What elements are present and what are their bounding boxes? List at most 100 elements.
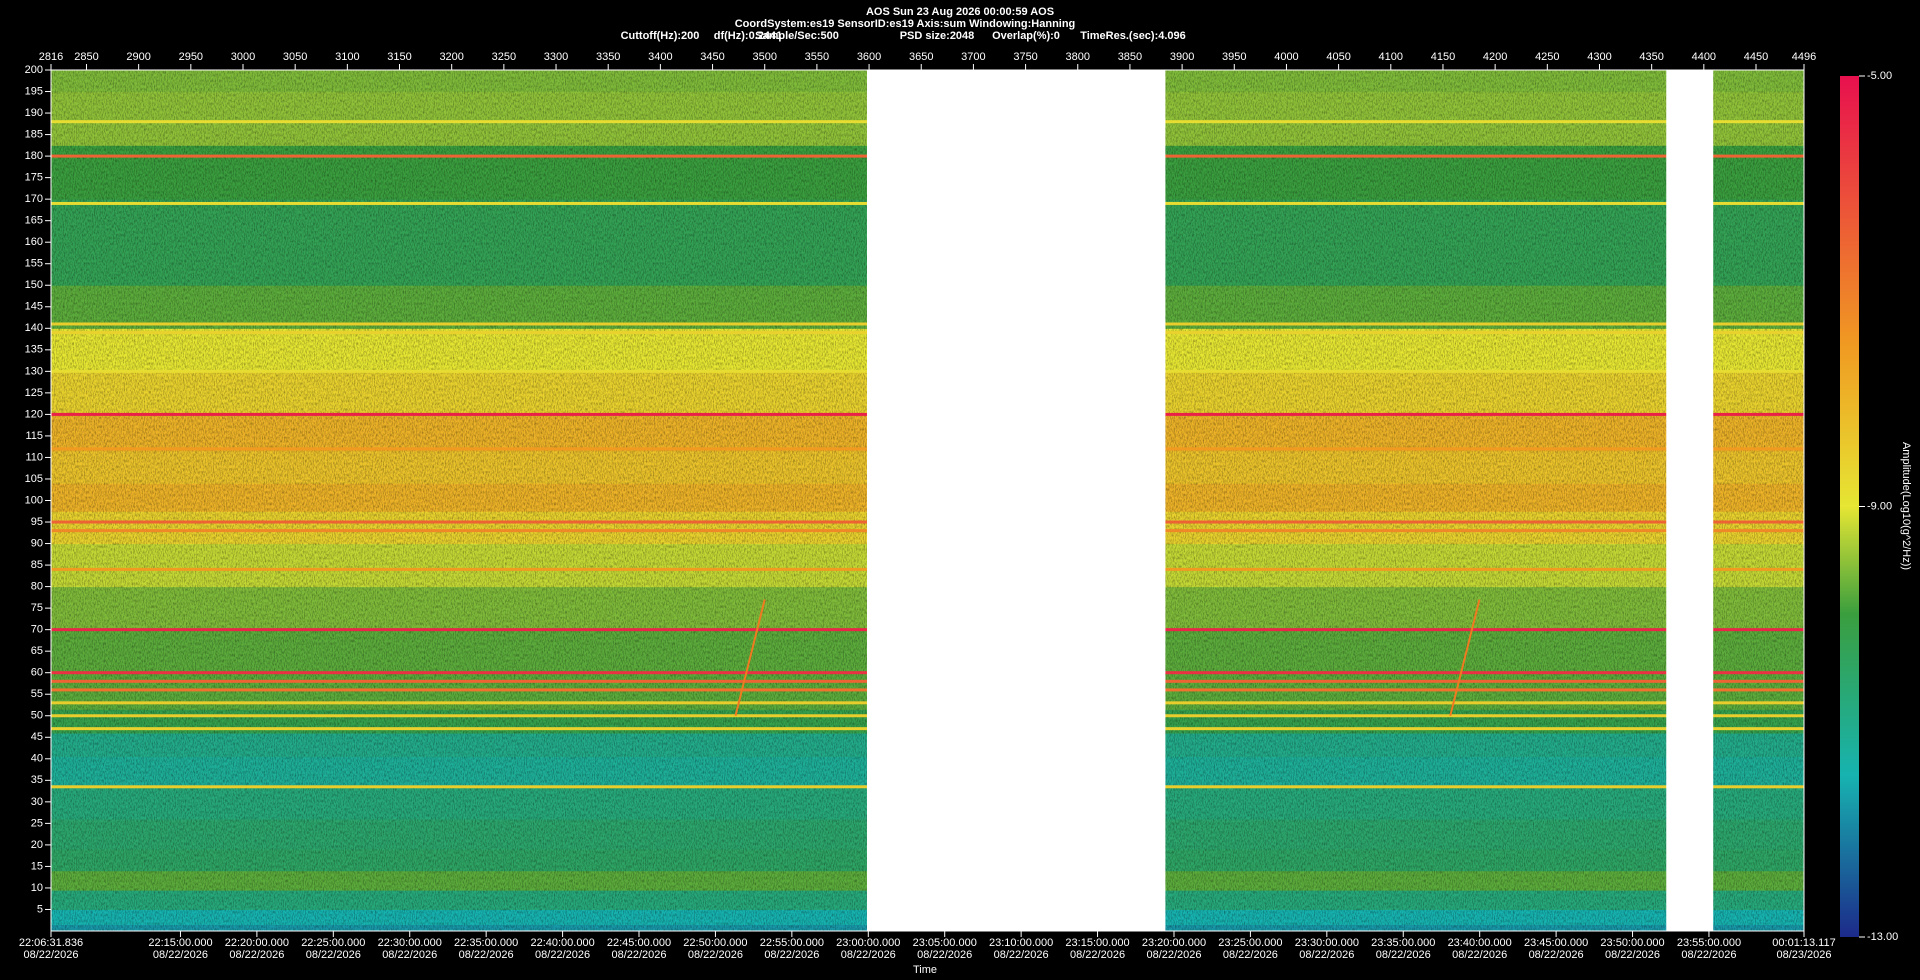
y-tick-label: 40 [31,753,43,765]
x-tick-label: 22:55:00.000 [760,937,824,949]
top-tick-label: 3250 [492,51,516,63]
info-item: df(Hz):0.2441 [714,30,782,42]
x-tick-label: 23:00:00.000 [836,937,900,949]
y-tick-label: 55 [31,688,43,700]
top-tick-label: 4450 [1744,51,1768,63]
x-tick-label: 23:05:00.000 [913,937,977,949]
y-tick-label: 135 [25,344,43,356]
info-item: Sample/Sec:500 [755,30,839,42]
x-tick-label: 23:30:00.000 [1295,937,1359,949]
top-tick-label: 4150 [1431,51,1455,63]
y-tick-label: 155 [25,258,43,270]
top-tick-label: 3800 [1066,51,1090,63]
x-tick-date: 08/22/2026 [1299,949,1354,961]
x-tick-label: 23:40:00.000 [1448,937,1512,949]
x-tick-date: 08/22/2026 [1376,949,1431,961]
x-tick-label: 22:50:00.000 [683,937,747,949]
x-tick-date: 08/22/2026 [1223,949,1278,961]
x-tick-date: 08/22/2026 [841,949,896,961]
x-tick-date: 08/22/2026 [229,949,284,961]
top-tick-label: 2950 [179,51,203,63]
y-tick-label: 140 [25,322,43,334]
x-tick-date: 08/22/2026 [1681,949,1736,961]
x-tick-label: 23:20:00.000 [1142,937,1206,949]
y-tick-label: 175 [25,172,43,184]
top-tick-label: 4400 [1692,51,1716,63]
x-tick-date: 08/22/2026 [1529,949,1584,961]
x-tick-label: 00:01:13.117 [1772,937,1835,949]
y-tick-label: 20 [31,839,43,851]
y-tick-label: 130 [25,365,43,377]
y-tick-label: 60 [31,667,43,679]
y-tick-label: 195 [25,85,43,97]
x-tick-date: 08/22/2026 [994,949,1049,961]
y-tick-label: 200 [25,64,43,76]
x-tick-date: 08/22/2026 [917,949,972,961]
top-tick-label: 3100 [335,51,359,63]
y-tick-label: 180 [25,150,43,162]
x-tick-label: 23:10:00.000 [989,937,1053,949]
top-tick-label: 3900 [1170,51,1194,63]
x-tick-label: 23:15:00.000 [1065,937,1129,949]
y-tick-label: 115 [25,430,43,442]
top-tick-label: 3150 [387,51,411,63]
y-tick-label: 100 [25,494,43,506]
top-tick-label: 4000 [1274,51,1298,63]
top-tick-label: 3300 [544,51,568,63]
x-tick-date: 08/22/2026 [306,949,361,961]
top-tick-label: 4050 [1326,51,1350,63]
top-tick-label: 3050 [283,51,307,63]
chart-title: AOS Sun 23 Aug 2026 00:00:59 AOS [866,6,1054,18]
x-tick-label: 23:25:00.000 [1218,937,1282,949]
top-tick-label: 4496 [1792,51,1816,63]
colorbar-tick-label: -13.00 [1867,931,1898,943]
top-tick-label: 3000 [231,51,255,63]
y-tick-label: 165 [25,215,43,227]
colorbar-label: Amplitude(Log10(g^2/Hz)) [1900,442,1912,570]
y-tick-label: 170 [25,193,43,205]
y-tick-label: 65 [31,645,43,657]
top-tick-label: 3400 [648,51,672,63]
colorbar [1840,76,1859,937]
x-tick-label: 22:20:00.000 [225,937,289,949]
x-tick-date: 08/23/2026 [1776,949,1831,961]
top-tick-label: 4100 [1379,51,1403,63]
x-tick-date: 08/22/2026 [611,949,666,961]
x-axis-label: Time [913,964,937,976]
y-tick-label: 35 [31,774,43,786]
top-tick-label: 3650 [909,51,933,63]
top-tick-label: 2850 [74,51,98,63]
y-tick-label: 15 [31,860,43,872]
colorbar-tick-label: -5.00 [1867,70,1892,82]
top-tick-label: 3600 [857,51,881,63]
x-tick-label: 22:15:00.000 [148,937,212,949]
y-tick-label: 50 [31,710,43,722]
y-tick-label: 45 [31,731,43,743]
x-tick-label: 22:45:00.000 [607,937,671,949]
x-tick-date: 08/22/2026 [459,949,514,961]
y-tick-label: 30 [31,796,43,808]
chirp [734,599,766,716]
x-tick-label: 23:50:00.000 [1600,937,1664,949]
top-tick-label: 3200 [439,51,463,63]
top-tick-label: 3700 [961,51,985,63]
x-tick-date: 08/22/2026 [1146,949,1201,961]
y-tick-label: 145 [25,301,43,313]
info-item: TimeRes.(sec):4.096 [1080,30,1186,42]
data-gap [1666,70,1714,931]
top-tick-label: 4250 [1535,51,1559,63]
y-tick-label: 25 [31,817,43,829]
y-tick-label: 70 [31,624,43,636]
y-tick-label: 10 [31,882,43,894]
x-tick-label: 22:40:00.000 [530,937,594,949]
top-tick-label: 3850 [1118,51,1142,63]
y-tick-label: 105 [25,473,43,485]
colorbar-tick-label: -9.00 [1867,500,1892,512]
y-tick-label: 5 [37,903,43,915]
top-tick-label: 4350 [1639,51,1663,63]
top-tick-label: 3500 [752,51,776,63]
y-tick-label: 185 [25,128,43,140]
x-tick-label: 23:45:00.000 [1524,937,1588,949]
